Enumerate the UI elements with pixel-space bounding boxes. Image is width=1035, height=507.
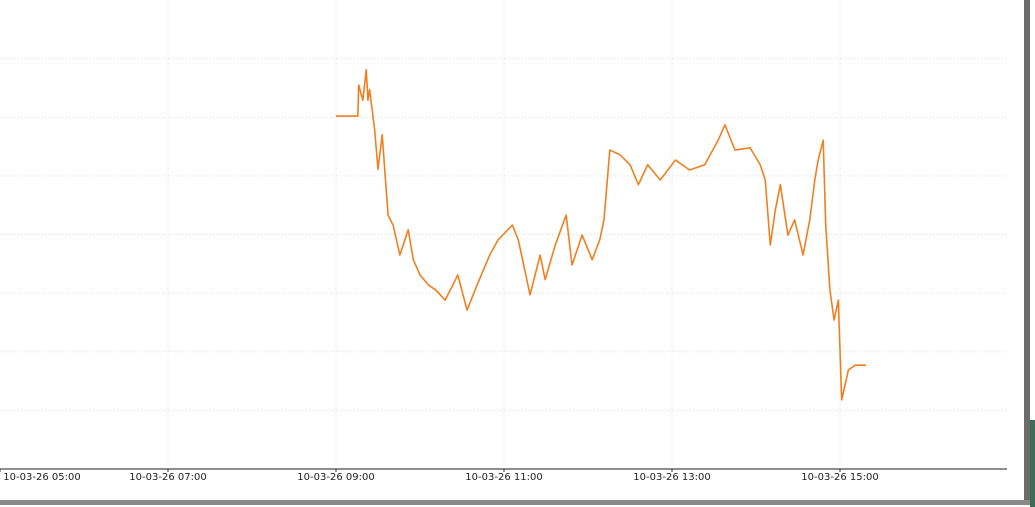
x-tick-label: 10-03-26 11:00 [465, 472, 542, 483]
window-border-bottom [0, 500, 1030, 505]
x-tick-label: 10-03-26 15:00 [801, 472, 878, 483]
window-edge [1030, 420, 1035, 507]
window-border-right [1024, 0, 1030, 502]
x-tick-label: 10-03-26 09:00 [297, 472, 374, 483]
line-series [336, 68, 867, 401]
x-tick-label: 10-03-26 05:00 [3, 472, 80, 483]
x-tick-label: 10-03-26 13:00 [633, 472, 710, 483]
x-tick-label: 10-03-26 07:00 [129, 472, 206, 483]
